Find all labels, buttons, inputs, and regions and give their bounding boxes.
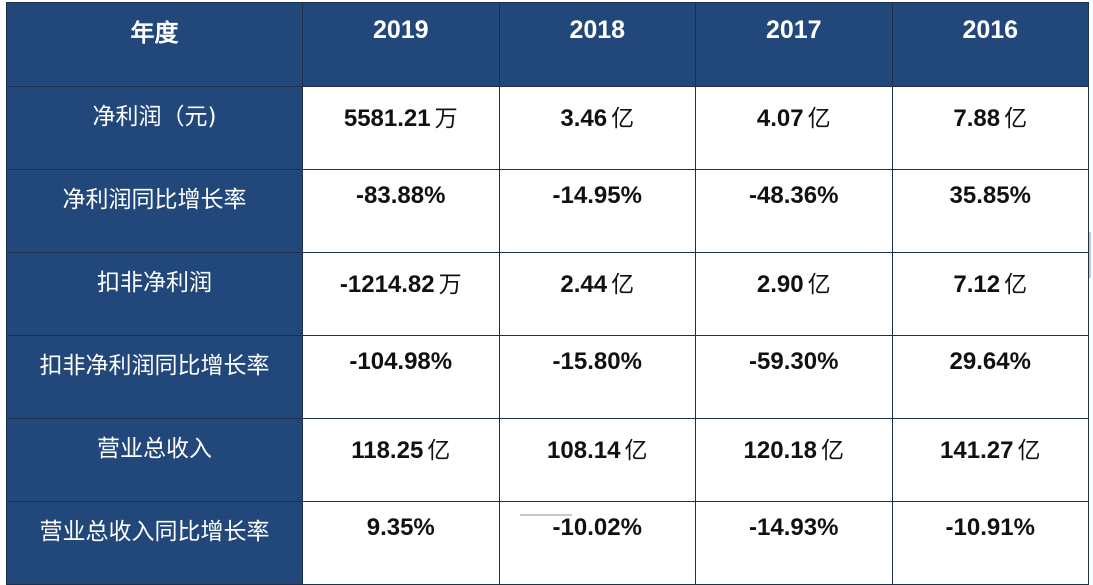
cell-value: 2.44 [560, 271, 608, 298]
selection-handle-right[interactable] [1089, 232, 1091, 278]
cell-unit: 万 [438, 272, 462, 298]
header-year: 2016 [891, 2, 1089, 87]
cell-value: -83.88% [356, 182, 446, 209]
cell-value: 29.64% [949, 348, 1031, 375]
row-label: 营业总收入 [6, 418, 303, 502]
cell-value: 9.35% [366, 514, 435, 541]
cell-value: 118.25 [351, 437, 424, 464]
cell-value: 141.27 [940, 437, 1014, 464]
table-cell: -104.98% [302, 335, 500, 419]
cell-value: -14.93% [749, 514, 839, 541]
cell-value: 5581.21 [343, 105, 431, 132]
cell-unit: 亿 [1004, 272, 1028, 298]
cell-value: 7.12 [953, 271, 1001, 298]
row-label: 扣非净利润 [6, 252, 303, 336]
table-cell: 7.12 亿 [891, 252, 1089, 336]
financial-table-frame: 年度 2019 2018 2017 2016 净利润（元) 5581.21 万 3… [6, 2, 1089, 585]
cell-value: -14.95% [552, 182, 642, 209]
table-cell: -14.93% [695, 501, 893, 585]
cell-value: -104.98% [349, 348, 453, 375]
table-cell: 7.88 亿 [891, 86, 1089, 170]
cell-unit: 亿 [1004, 106, 1028, 132]
financial-table: 年度 2019 2018 2017 2016 净利润（元) 5581.21 万 3… [6, 2, 1089, 585]
row-label: 净利润同比增长率 [6, 169, 303, 253]
cell-unit: 亿 [807, 106, 831, 132]
cell-unit: 万 [434, 106, 458, 132]
table-cell: 2.90 亿 [695, 252, 893, 336]
table-cell: 141.27 亿 [891, 418, 1089, 502]
table-row: 净利润（元) 5581.21 万 3.46 亿 4.07 亿 7.88 亿 [6, 86, 1089, 170]
selection-handle-bottom[interactable] [520, 514, 572, 516]
table-row: 扣非净利润同比增长率 -104.98% -15.80% -59.30% 29.6… [6, 335, 1089, 419]
table-cell: 4.07 亿 [695, 86, 893, 170]
table-cell: 3.46 亿 [498, 86, 696, 170]
row-label: 扣非净利润同比增长率 [6, 335, 303, 419]
table-cell: -14.95% [498, 169, 696, 253]
header-year: 2019 [302, 2, 500, 87]
cell-unit: 亿 [624, 438, 648, 464]
cell-unit: 亿 [611, 106, 635, 132]
cell-value: 3.46 [560, 105, 608, 132]
cell-value: 2.90 [756, 271, 804, 298]
cell-unit: 亿 [427, 438, 451, 464]
table-cell: -83.88% [302, 169, 500, 253]
table-cell: 35.85% [891, 169, 1089, 253]
table-cell: -10.91% [891, 501, 1089, 585]
cell-value: -48.36% [749, 182, 839, 209]
table-row: 净利润同比增长率 -83.88% -14.95% -48.36% 35.85% [6, 169, 1089, 253]
cell-value: -10.91% [945, 514, 1035, 541]
cell-value: 108.14 [547, 437, 621, 464]
table-cell: 118.25 亿 [302, 418, 500, 502]
cell-value: 4.07 [756, 105, 804, 132]
table-header-row: 年度 2019 2018 2017 2016 [6, 2, 1089, 87]
table-cell: 29.64% [891, 335, 1089, 419]
table-cell: 5581.21 万 [302, 86, 500, 170]
row-label: 营业总收入同比增长率 [6, 501, 303, 585]
cell-value: -59.30% [749, 348, 839, 375]
cell-value: -10.02% [552, 514, 642, 541]
cell-value: -1214.82 [339, 271, 435, 298]
table-cell: 2.44 亿 [498, 252, 696, 336]
cell-value: -15.80% [552, 348, 642, 375]
row-label: 净利润（元) [6, 86, 303, 170]
header-label: 年度 [6, 2, 303, 87]
table-cell: 120.18 亿 [695, 418, 893, 502]
table-cell: -59.30% [695, 335, 893, 419]
cell-value: 35.85% [949, 182, 1031, 209]
cell-value: 7.88 [953, 105, 1001, 132]
table-cell: 108.14 亿 [498, 418, 696, 502]
cell-value: 120.18 [743, 437, 817, 464]
table-cell: 9.35% [302, 501, 500, 585]
table-cell: -15.80% [498, 335, 696, 419]
header-year: 2018 [498, 2, 696, 87]
table-row: 营业总收入 118.25 亿 108.14 亿 120.18 亿 141.27 亿 [6, 418, 1089, 502]
table-cell: -48.36% [695, 169, 893, 253]
cell-unit: 亿 [1017, 438, 1041, 464]
cell-unit: 亿 [807, 272, 831, 298]
cell-unit: 亿 [820, 438, 844, 464]
table-row: 扣非净利润 -1214.82 万 2.44 亿 2.90 亿 7.12 亿 [6, 252, 1089, 336]
header-year: 2017 [695, 2, 893, 87]
cell-unit: 亿 [611, 272, 635, 298]
table-cell: -1214.82 万 [302, 252, 500, 336]
